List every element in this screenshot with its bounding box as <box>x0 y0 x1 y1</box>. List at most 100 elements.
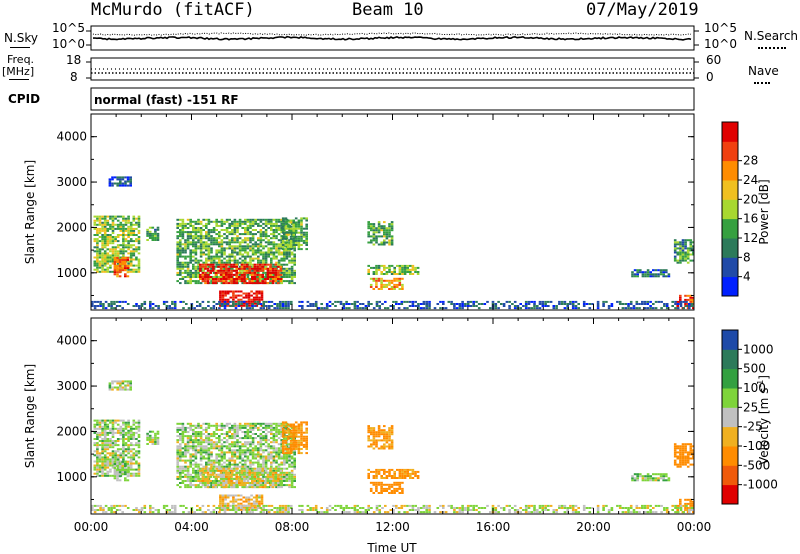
power-cell <box>156 239 160 241</box>
power-cell <box>124 300 127 303</box>
power-cell <box>148 226 152 229</box>
power-cell <box>679 259 682 262</box>
power-cell <box>689 239 693 242</box>
power-cell <box>234 303 238 305</box>
velocity-cell <box>262 459 265 462</box>
velocity-cell <box>137 444 141 447</box>
velocity-cell <box>101 472 104 475</box>
velocity-cell <box>113 386 117 389</box>
power-cell <box>261 269 264 272</box>
power-cell <box>259 259 263 262</box>
power-cell <box>390 264 394 267</box>
velocity-cell <box>106 460 110 463</box>
velocity-cell <box>197 439 200 442</box>
velocity-cell <box>219 500 222 503</box>
velocity-cell <box>259 482 263 484</box>
velocity-cell <box>246 477 250 480</box>
velocity-cell <box>176 471 179 474</box>
power-cell <box>129 246 133 249</box>
velocity-cell <box>135 450 138 453</box>
velocity-cell <box>262 439 265 442</box>
power-cell <box>101 256 104 259</box>
velocity-cell <box>227 482 231 484</box>
power-cell <box>205 227 208 229</box>
power-cell <box>251 222 255 225</box>
power-cell <box>397 307 401 310</box>
velocity-cell <box>277 469 280 472</box>
power-cell <box>275 231 278 234</box>
velocity-cell <box>184 484 187 487</box>
velocity-cell <box>129 454 133 457</box>
power-cell <box>356 307 359 310</box>
power-cell <box>111 236 115 238</box>
velocity-cell <box>202 428 205 431</box>
power-cell <box>257 251 260 254</box>
power-cell <box>265 305 268 307</box>
velocity-cell <box>181 459 185 462</box>
power-cell <box>212 269 215 272</box>
power-cell <box>260 298 264 301</box>
velocity-cell <box>275 449 278 452</box>
power-cell <box>274 271 277 274</box>
power-cell <box>300 239 303 242</box>
power-cell <box>688 303 691 305</box>
velocity-cell <box>210 455 213 458</box>
power-cell <box>124 182 127 185</box>
velocity-cell <box>197 467 200 470</box>
power-cell <box>238 273 242 276</box>
velocity-cell <box>194 445 198 448</box>
power-cell <box>116 267 119 270</box>
power-cell <box>380 286 383 288</box>
velocity-cell <box>249 437 252 440</box>
velocity-cell <box>233 437 237 440</box>
power-cell <box>684 298 687 301</box>
power-cell <box>113 267 117 270</box>
velocity-cell <box>262 482 265 484</box>
velocity-cell <box>93 460 97 463</box>
velocity-cell <box>194 477 198 480</box>
power-cell <box>132 240 136 243</box>
velocity-cell <box>199 451 203 454</box>
velocity-cell <box>239 508 243 511</box>
power-cell <box>259 237 263 240</box>
power-cell <box>109 266 112 269</box>
power-cell <box>109 258 112 261</box>
power-cell <box>444 307 448 310</box>
power-cell <box>416 271 420 273</box>
velocity-cell <box>372 433 376 436</box>
power-cell <box>181 227 185 229</box>
power-cell <box>224 292 227 295</box>
power-cell <box>109 270 112 273</box>
velocity-cell <box>206 471 210 474</box>
power-cell <box>171 307 174 310</box>
power-cell <box>228 245 231 248</box>
velocity-cell <box>390 431 394 434</box>
power-cell <box>184 231 187 234</box>
power-cell <box>194 222 198 225</box>
power-cell <box>287 244 290 246</box>
power-cell <box>244 218 247 221</box>
power-cell <box>220 261 224 264</box>
velocity-cell <box>225 471 228 474</box>
power-cell <box>156 234 160 237</box>
power-cell <box>281 227 285 230</box>
power-cell <box>274 278 277 280</box>
power-cell <box>256 267 259 270</box>
velocity-cell <box>383 431 386 434</box>
power-cell <box>197 271 200 274</box>
velocity-cell <box>124 479 127 482</box>
power-cell <box>225 243 229 246</box>
power-cell <box>138 305 141 307</box>
power-cell <box>255 298 259 301</box>
power-cell <box>388 227 391 230</box>
velocity-cell <box>215 422 218 425</box>
power-cell <box>259 251 263 254</box>
velocity-cell <box>228 484 231 487</box>
velocity-cell <box>294 431 298 434</box>
power-cell <box>275 229 278 231</box>
velocity-cell <box>279 484 283 487</box>
power-cell <box>246 227 250 229</box>
power-cell <box>627 305 630 307</box>
power-cell <box>289 221 293 224</box>
velocity-cell <box>111 433 115 436</box>
